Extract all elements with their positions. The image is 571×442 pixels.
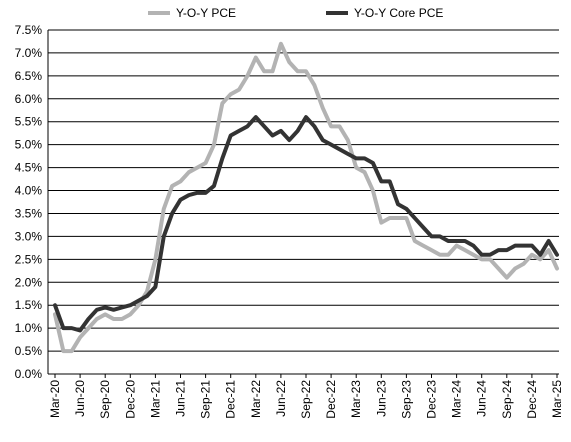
- x-tick-label: Sep-20: [98, 380, 112, 419]
- series-layer: [53, 41, 559, 354]
- gridlines: [48, 29, 559, 375]
- y-tick-label: 0.0%: [15, 367, 43, 381]
- axes: [47, 30, 559, 375]
- x-tick-label: Dec-22: [324, 380, 338, 419]
- x-tick-label: Sep-23: [399, 380, 413, 419]
- y-tick-label: 6.0%: [15, 92, 43, 106]
- x-tick-label: Sep-21: [199, 380, 213, 419]
- x-tick-label: Mar-23: [349, 380, 363, 418]
- x-tick-label: Mar-20: [48, 380, 62, 418]
- x-tick-label: Mar-21: [148, 380, 162, 418]
- x-tick-label: Dec-21: [224, 380, 238, 419]
- legend: Y-O-Y PCE Y-O-Y Core PCE: [148, 6, 443, 20]
- y-tick-label: 6.5%: [15, 69, 43, 83]
- y-tick-label: 5.0%: [15, 138, 43, 152]
- legend-item-pce: Y-O-Y PCE: [148, 6, 236, 20]
- x-tick-label: Mar-24: [450, 380, 464, 418]
- series-line-pce: [53, 41, 559, 354]
- y-tick-label: 0.5%: [15, 344, 43, 358]
- x-tick-label: Jun-20: [73, 380, 87, 417]
- y-tick-label: 4.5%: [15, 161, 43, 175]
- series-line-core-pce: [53, 115, 559, 333]
- y-tick-label: 2.0%: [15, 275, 43, 289]
- y-tick-label: 2.5%: [15, 252, 43, 266]
- x-tick-label: Jun-24: [475, 380, 489, 417]
- x-tick-label: Jun-23: [374, 380, 388, 417]
- x-tick-label: Jun-21: [174, 380, 188, 417]
- legend-label-pce: Y-O-Y PCE: [176, 6, 236, 20]
- x-tick-label: Jun-22: [274, 380, 288, 417]
- x-tick-label: Dec-20: [123, 380, 137, 419]
- y-tick-label: 3.5%: [15, 206, 43, 220]
- x-tick-label: Dec-23: [425, 380, 439, 419]
- x-tick-label: Mar-22: [249, 380, 263, 418]
- y-tick-label: 1.0%: [15, 321, 43, 335]
- y-axis-ticks: 0.0% 0.5% 1.0% 1.5% 2.0% 2.5% 3.0% 3.5% 4.0% 4.5%…: [15, 23, 43, 381]
- x-tick-label: Dec-24: [525, 380, 539, 419]
- y-tick-label: 1.5%: [15, 298, 43, 312]
- y-tick-label: 4.0%: [15, 184, 43, 198]
- legend-label-core-pce: Y-O-Y Core PCE: [354, 6, 443, 20]
- x-tick-label: Sep-24: [500, 380, 514, 419]
- y-tick-label: 5.5%: [15, 115, 43, 129]
- y-tick-label: 3.0%: [15, 229, 43, 243]
- x-axis-ticks: Mar-20 Jun-20 Sep-20 Dec-20 Mar-21 Jun-21 Sep-…: [48, 374, 564, 419]
- y-tick-label: 7.5%: [15, 23, 43, 37]
- x-tick-label: Mar-25: [550, 380, 564, 418]
- legend-item-core-pce: Y-O-Y Core PCE: [326, 6, 443, 20]
- x-tick-label: Sep-22: [299, 380, 313, 419]
- y-tick-label: 7.0%: [15, 46, 43, 60]
